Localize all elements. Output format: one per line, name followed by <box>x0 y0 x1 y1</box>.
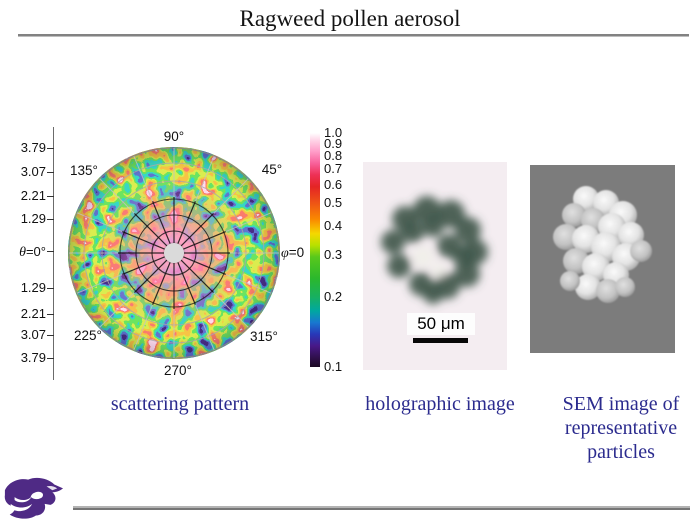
caption-scattering-pattern: scattering pattern <box>110 393 250 415</box>
radial-axis-label: 3.79 <box>20 350 46 365</box>
axis-tick <box>47 172 54 173</box>
colorbar-tick-label: 0.6 <box>324 176 343 192</box>
intensity-colorbar <box>310 133 320 367</box>
radial-axis-label: 1.29 <box>20 211 46 226</box>
beam-stop-center-hole <box>164 243 184 263</box>
ksu-powercat-logo <box>4 477 64 519</box>
radial-axis-label: 3.07 <box>20 327 46 342</box>
radial-axis-label: 1.29 <box>20 280 46 295</box>
phi-axis-label: φ=0 <box>281 245 305 261</box>
scattering-pattern-image <box>68 147 280 359</box>
colorbar-tick-label: 0.9 <box>324 135 343 151</box>
radial-axis-label: 3.79 <box>20 140 46 155</box>
axis-tick <box>47 219 54 220</box>
axis-tick <box>47 148 54 149</box>
angle-label-90: 90° <box>163 129 185 144</box>
colorbar-tick-label: 0.3 <box>324 247 343 263</box>
axis-tick <box>47 251 54 252</box>
scale-bar <box>413 338 468 343</box>
caption-holographic-image: holographic image <box>365 393 515 415</box>
angle-label-270: 270° <box>164 363 192 378</box>
radial-axis-label: 3.07 <box>20 164 46 179</box>
axis-tick <box>47 314 54 315</box>
colorbar-tick-label: 1.0 <box>324 125 343 140</box>
colorbar-tick-label: 0.5 <box>324 195 343 211</box>
axis-tick <box>47 358 54 359</box>
colorbar-tick-label: 0.8 <box>324 147 343 163</box>
slide-title: Ragweed pollen aerosol <box>239 6 461 31</box>
colorbar-tick-labels: 1.0 0.9 0.8 0.7 0.6 0.5 0.4 0.3 0.2 0.1 <box>324 125 358 374</box>
footer-divider-line <box>73 506 690 510</box>
caption-sem-image: SEM image of representative particles <box>562 393 680 463</box>
sem-image <box>530 165 675 353</box>
radial-axis-label: 2.21 <box>20 306 46 321</box>
colorbar-tick-label: 0.1 <box>324 359 343 374</box>
theta-axis-label: θ=0° <box>19 244 46 260</box>
scale-bar-label: 50 μm <box>407 313 475 335</box>
title-divider-line <box>18 34 689 37</box>
axis-tick <box>47 288 54 289</box>
axis-tick <box>47 335 54 336</box>
colorbar-tick-label: 0.4 <box>324 218 343 234</box>
colorbar-tick-label: 0.2 <box>324 288 343 304</box>
holographic-image: 50 μm <box>363 162 507 370</box>
polar-grid-lines <box>68 147 280 359</box>
axis-tick <box>47 196 54 197</box>
colorbar-tick-label: 0.7 <box>324 161 343 177</box>
radial-axis-line <box>53 127 54 380</box>
pollen-aggregate-silhouette <box>381 196 488 304</box>
particle-cluster <box>553 186 652 303</box>
radial-axis-label: 2.21 <box>20 188 46 203</box>
